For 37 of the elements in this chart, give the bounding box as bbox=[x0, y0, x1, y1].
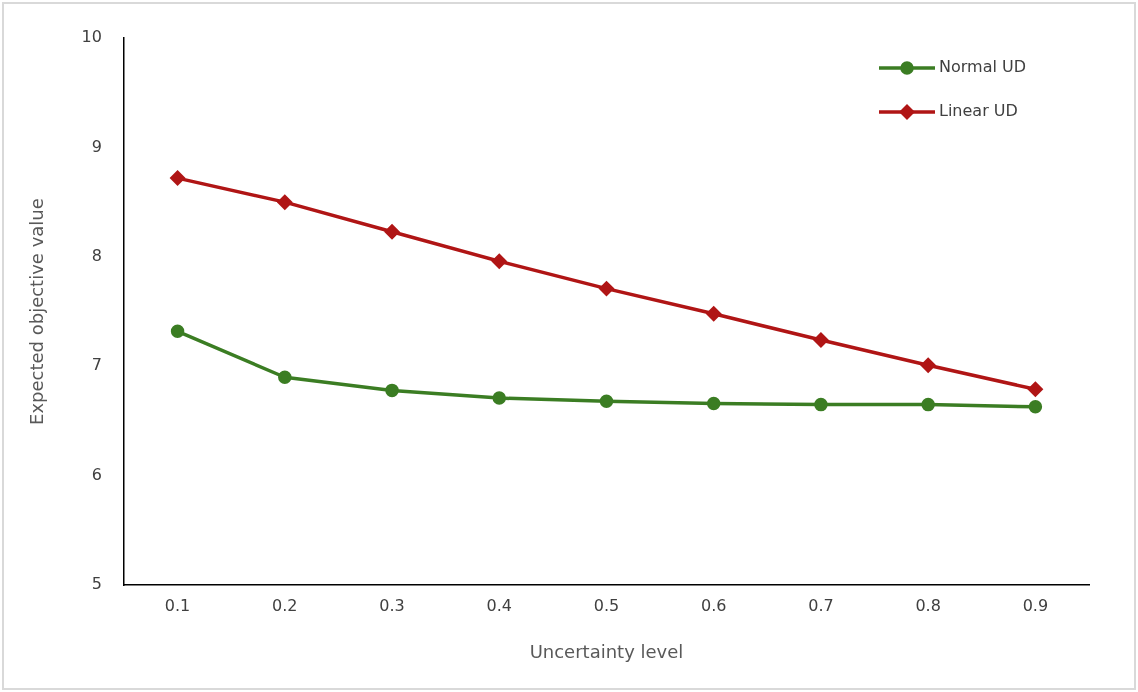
point bbox=[384, 224, 400, 239]
y-tick-label: 5 bbox=[91, 574, 102, 594]
point bbox=[599, 394, 614, 409]
x-tick-label: 0.1 bbox=[164, 595, 191, 615]
y-tick-label: 7 bbox=[91, 355, 102, 375]
point bbox=[1028, 382, 1043, 397]
point bbox=[278, 370, 292, 385]
x-tick-label: 0.4 bbox=[486, 595, 512, 615]
y-tick-label: 6 bbox=[91, 464, 102, 484]
point bbox=[599, 281, 614, 296]
point bbox=[813, 332, 829, 348]
x-axis-title: Uncertainty level bbox=[529, 640, 684, 662]
x-tick-label: 0.7 bbox=[808, 595, 834, 615]
point bbox=[170, 324, 185, 339]
legend-label: Normal UD bbox=[939, 57, 1027, 77]
point bbox=[1028, 400, 1043, 414]
x-tick-label: 0.8 bbox=[915, 595, 941, 615]
point bbox=[277, 194, 293, 210]
point bbox=[492, 254, 507, 269]
x-tick-label: 0.2 bbox=[272, 595, 298, 615]
point bbox=[492, 391, 506, 405]
point bbox=[921, 397, 935, 412]
y-tick-label: 9 bbox=[91, 136, 102, 156]
x-tick-label: 0.6 bbox=[700, 595, 727, 615]
legend-label: Linear UD bbox=[939, 101, 1018, 121]
point bbox=[385, 383, 399, 398]
x-tick-label: 0.5 bbox=[593, 595, 620, 615]
point bbox=[706, 396, 721, 411]
point bbox=[706, 306, 721, 322]
point bbox=[814, 397, 828, 412]
x-tick-label: 0.9 bbox=[1022, 595, 1049, 615]
y-tick-label: 10 bbox=[81, 27, 102, 47]
x-tick-label: 0.3 bbox=[379, 595, 405, 615]
point bbox=[170, 170, 185, 186]
y-tick-label: 8 bbox=[91, 246, 102, 266]
point bbox=[920, 357, 936, 373]
y-axis-title: Expected objective value bbox=[26, 198, 48, 425]
